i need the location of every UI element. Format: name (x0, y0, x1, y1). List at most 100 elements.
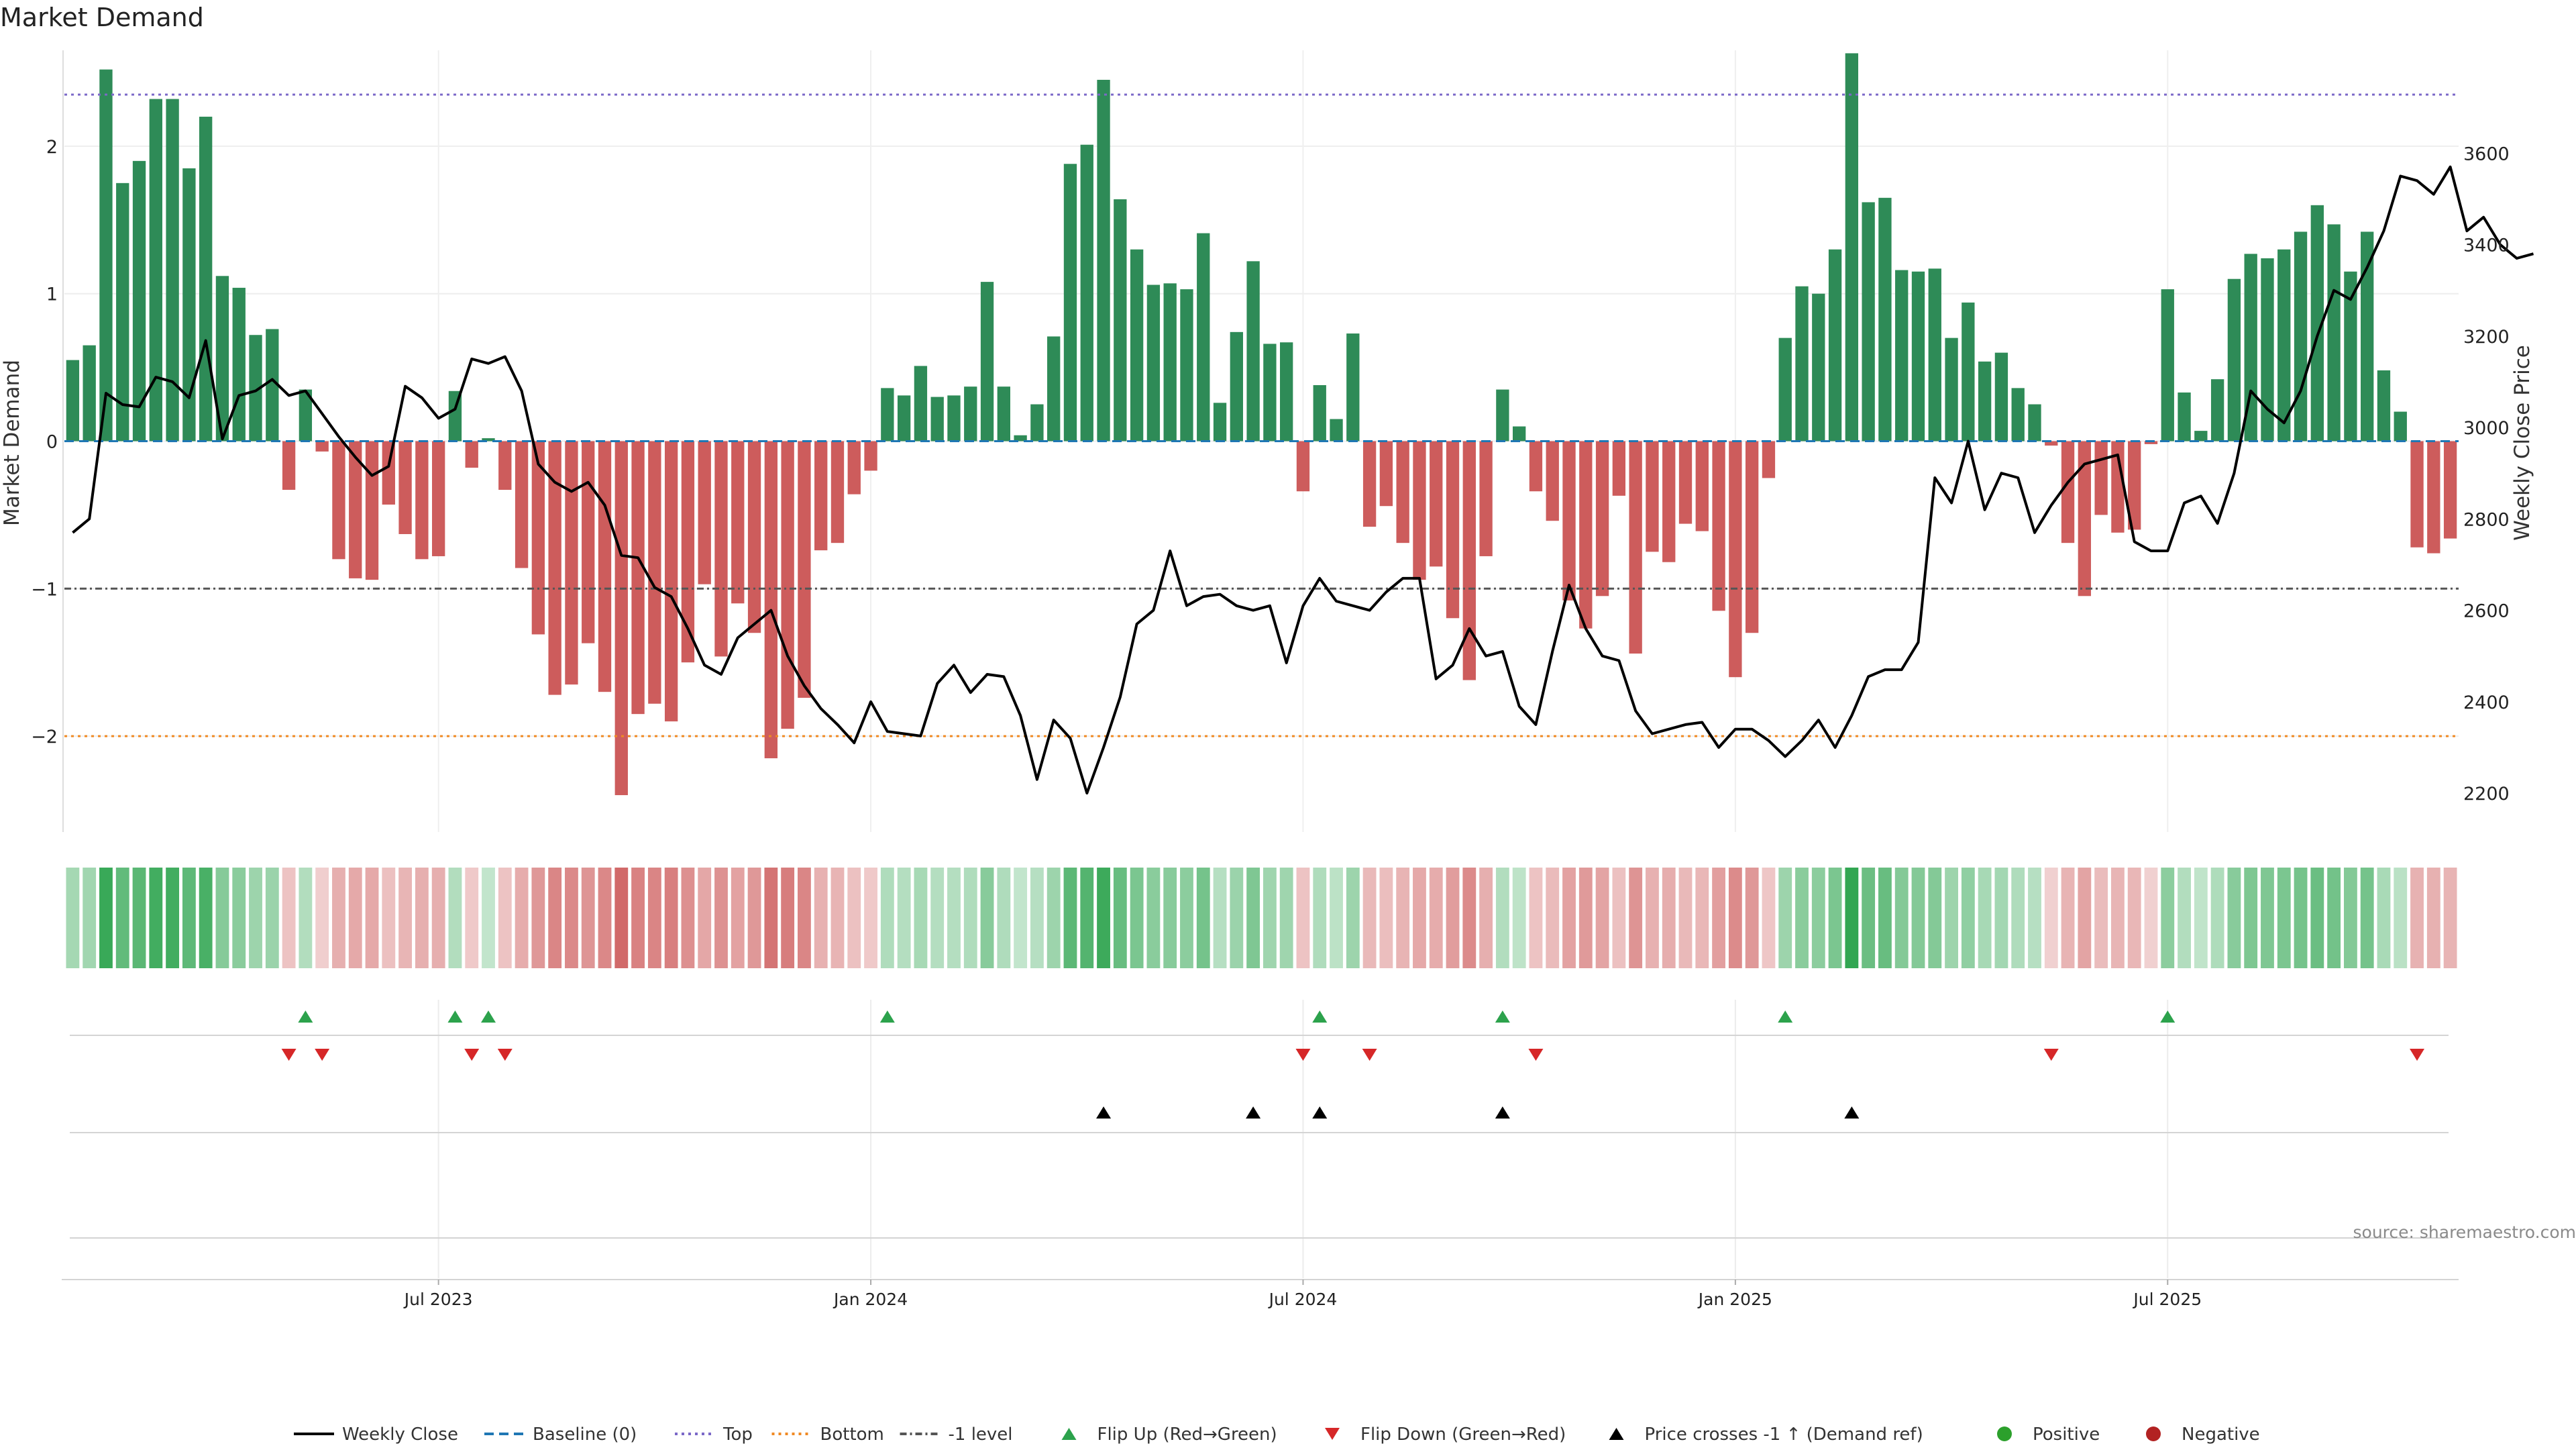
heat-cell (1596, 868, 1609, 968)
demand-bar (66, 360, 79, 442)
y-axis-label-left: Market Demand (0, 360, 24, 526)
heat-cell (1413, 868, 1426, 968)
demand-bar (598, 442, 611, 692)
demand-bar (315, 442, 328, 452)
heat-cell (2161, 868, 2174, 968)
heat-cell (1446, 868, 1460, 968)
heat-cell (482, 868, 495, 968)
demand-bar (2194, 431, 2207, 441)
demand-bar (150, 99, 162, 442)
price-cross-marker (1844, 1106, 1859, 1119)
heat-cell (332, 868, 345, 968)
demand-bar (199, 117, 212, 442)
heat-cell (1812, 868, 1825, 968)
demand-bar (1397, 442, 1409, 543)
demand-bar (2377, 370, 2390, 442)
heat-cell (398, 868, 412, 968)
heat-cell (1146, 868, 1160, 968)
demand-bar (582, 442, 594, 643)
heat-cell (1030, 868, 1044, 968)
heat-cell (1695, 868, 1709, 968)
heat-cell (2078, 868, 2091, 968)
flip-down-marker (315, 1049, 329, 1061)
heat-cell (2277, 868, 2291, 968)
flip-down-marker (1362, 1049, 1377, 1061)
demand-bar (1596, 442, 1609, 597)
heat-cell (2310, 868, 2324, 968)
heat-cell (66, 868, 79, 968)
heat-cell (382, 868, 395, 968)
heat-cell (898, 868, 911, 968)
heat-cell (1579, 868, 1593, 968)
heat-cell (798, 868, 811, 968)
heat-cell (1396, 868, 1409, 968)
demand-bar (1446, 442, 1459, 619)
heat-cell (1612, 868, 1625, 968)
heat-cell (415, 868, 429, 968)
demand-bar (1380, 442, 1393, 507)
heat-cell (764, 868, 777, 968)
flip-down-marker (464, 1049, 479, 1061)
heat-cell (432, 868, 445, 968)
heat-cell (1945, 868, 1958, 968)
flip-down-marker (2044, 1049, 2059, 1061)
heat-cell (1479, 868, 1493, 968)
demand-bar (1430, 442, 1442, 567)
source-note: source: sharemaestro.com (2353, 1223, 2576, 1242)
demand-bar (648, 442, 661, 704)
heat-cell (1746, 868, 1759, 968)
heat-cell (232, 868, 246, 968)
demand-bar (466, 442, 478, 468)
heat-cell (631, 868, 645, 968)
legend-label: Positive (2033, 1424, 2100, 1445)
demand-bar (1513, 427, 1525, 442)
heat-cell (2444, 868, 2457, 968)
demand-bar (1363, 442, 1376, 527)
legend-swatch (2146, 1427, 2161, 1441)
demand-bar (1912, 272, 1925, 442)
legend-label: -1 level (949, 1424, 1013, 1445)
demand-bar (914, 366, 927, 441)
demand-bar (2094, 442, 2107, 515)
heat-cell (565, 868, 578, 968)
flip-up-marker (298, 1010, 313, 1023)
heat-cell (2377, 868, 2391, 968)
legend-swatch (1997, 1427, 2012, 1441)
demand-bar (99, 70, 112, 442)
heat-cell (1462, 868, 1476, 968)
y-axis-label-right: Weekly Close Price (2510, 345, 2534, 541)
heat-cell (449, 868, 462, 968)
demand-bar (814, 442, 827, 551)
heat-cell (1263, 868, 1277, 968)
heat-cell (864, 868, 877, 968)
demand-bar (1529, 442, 1542, 492)
heat-cell (2261, 868, 2274, 968)
demand-bar (1280, 342, 1293, 441)
x-tick-label: Jul 2024 (1268, 1290, 1338, 1309)
heat-cell (914, 868, 927, 968)
demand-bar (665, 442, 678, 722)
demand-bar (1346, 333, 1359, 441)
heat-cell (1928, 868, 1941, 968)
heat-cell (781, 868, 794, 968)
heat-cell (2128, 868, 2141, 968)
demand-bar (1945, 338, 1957, 442)
demand-bar (1081, 145, 1093, 442)
demand-bar (731, 442, 744, 604)
heat-cell (981, 868, 994, 968)
legend-item: Baseline (0) (484, 1424, 637, 1445)
flip-up-marker (447, 1010, 462, 1023)
legend-item: Flip Down (Green→Red) (1325, 1424, 1566, 1445)
price-cross-marker (1495, 1106, 1510, 1119)
heat-cell (1878, 868, 1892, 968)
demand-bar (848, 442, 861, 495)
demand-bar (931, 397, 944, 442)
demand-bar (1130, 250, 1143, 442)
demand-bar (1862, 202, 1874, 441)
demand-bar (1929, 268, 1941, 441)
heat-cell (182, 868, 196, 968)
heat-cell (1762, 868, 1776, 968)
y-tick-label-left: 1 (46, 284, 58, 305)
